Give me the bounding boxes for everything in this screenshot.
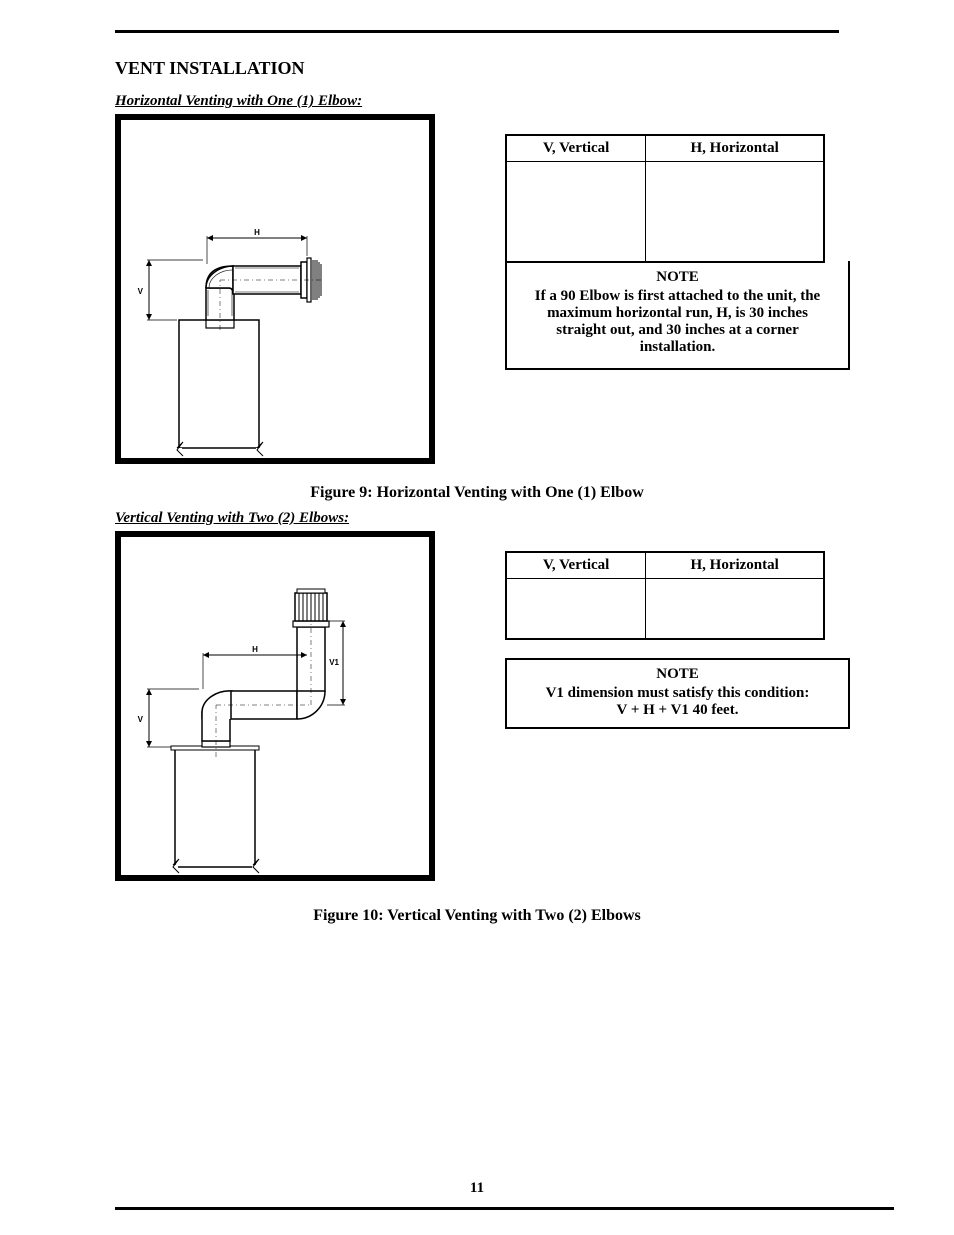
section-title: VENT INSTALLATION — [115, 58, 839, 79]
sub2-note-line1: V1 dimension must satisfy this condition… — [519, 685, 836, 702]
sub2-col2: H, Horizontal — [646, 552, 824, 579]
sub1-note-title: NOTE — [525, 269, 830, 286]
sub2-col1: V, Vertical — [506, 552, 646, 579]
sub2-cell1 — [506, 579, 646, 639]
dim-v-label-2: V — [138, 715, 144, 724]
dim-v1-label: V1 — [329, 658, 339, 667]
dim-h-label: H — [254, 228, 260, 237]
sub1-svg: V H — [121, 120, 429, 458]
sub1-col1: V, Vertical — [506, 135, 646, 162]
sub2-note-title: NOTE — [519, 666, 836, 683]
sub1-table: V, Vertical H, Horizontal — [505, 134, 825, 263]
sub2-note: NOTE V1 dimension must satisfy this cond… — [505, 658, 850, 729]
sub2-note-line2: V + H + V1 40 feet. — [519, 702, 836, 719]
sub2-diagram: V H V1 — [115, 531, 435, 881]
top-rule — [115, 30, 839, 33]
dim-v-label: V — [138, 287, 144, 296]
sub1-heading: Horizontal Venting with One (1) Elbow: — [115, 93, 839, 110]
sub2-table: V, Vertical H, Horizontal — [505, 551, 825, 640]
sub1-col2: H, Horizontal — [646, 135, 824, 162]
dim-h-label-2: H — [252, 645, 258, 654]
sub1-diagram: V H — [115, 114, 435, 464]
sub1-cell2 — [646, 162, 824, 262]
sub2-cell2 — [646, 579, 824, 639]
page-number: 11 — [0, 1180, 954, 1197]
sub2-svg: V H V1 — [121, 537, 429, 875]
page: VENT INSTALLATION Horizontal Venting wit… — [0, 0, 954, 1235]
sub1-cell1 — [506, 162, 646, 262]
sub1-right: V, Vertical H, Horizontal NOTE If a 90 E… — [505, 114, 850, 370]
sub1-note: NOTE If a 90 Elbow is first attached to … — [505, 261, 850, 370]
sub1-row: V H V, Vertical H, Horizontal — [115, 114, 839, 464]
sub1-note-body: If a 90 Elbow is first attached to the u… — [525, 288, 830, 356]
bottom-rule — [115, 1207, 894, 1210]
sub1-caption: Figure 9: Horizontal Venting with One (1… — [115, 484, 839, 502]
sub2-row: V H V1 V, Vertical H, Horizonta — [115, 531, 839, 881]
sub2-caption: Figure 10: Vertical Venting with Two (2)… — [115, 907, 839, 925]
sub2-right: V, Vertical H, Horizontal NOTE V1 dimens… — [505, 531, 850, 729]
sub2-heading: Vertical Venting with Two (2) Elbows: — [115, 510, 839, 527]
